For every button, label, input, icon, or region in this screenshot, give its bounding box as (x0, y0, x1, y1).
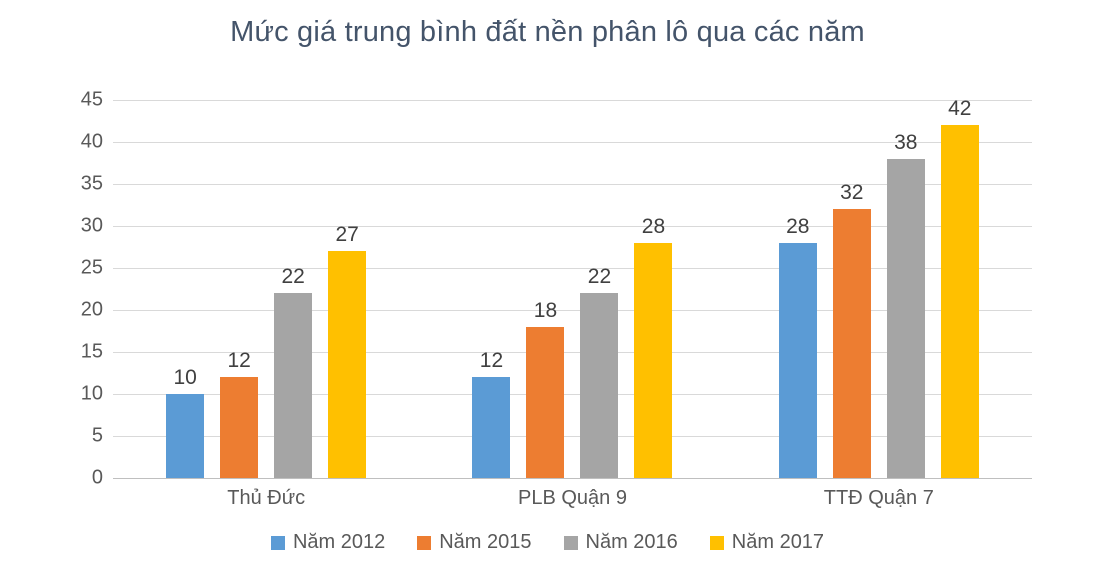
bar-value-label: 32 (840, 181, 864, 205)
bar: 22 (580, 265, 619, 478)
gridline (113, 394, 1032, 395)
legend-label: Năm 2015 (439, 531, 532, 553)
bar-value-label: 27 (335, 223, 359, 247)
legend-swatch (563, 535, 578, 550)
legend-item: Năm 2015 (417, 531, 532, 554)
bar: 27 (328, 223, 367, 478)
bar: 18 (526, 299, 565, 478)
bar: 28 (778, 215, 817, 478)
y-tick-label: 15 (80, 340, 103, 363)
y-tick-label: 0 (91, 466, 103, 489)
gridline (113, 142, 1032, 143)
y-tick-label: 35 (80, 172, 103, 195)
legend-label: Năm 2012 (292, 531, 386, 553)
legend-item: Năm 2016 (563, 531, 678, 554)
y-tick-label: 25 (80, 256, 103, 279)
y-tick-label: 20 (80, 298, 103, 321)
x-category-label: TTĐ Quận 7 (823, 487, 934, 509)
bar-group: 10 12 22 27 (113, 100, 419, 478)
bar-value-label: 10 (173, 366, 197, 389)
bar: 12 (220, 349, 259, 478)
legend-swatch (270, 535, 285, 550)
bar-group: 28 32 38 42 (726, 97, 1032, 478)
bar: 22 (274, 265, 313, 478)
bar-value-label: 28 (641, 214, 666, 238)
gridline (113, 100, 1032, 101)
gridline (113, 226, 1032, 227)
bar-value-label: 22 (281, 265, 305, 289)
gridline (113, 352, 1032, 353)
bar-group: 12 18 22 28 (419, 100, 725, 478)
x-axis-line (113, 478, 1032, 479)
bar-value-label: 12 (227, 349, 251, 373)
bar-value-label: 22 (587, 265, 612, 289)
bar-value-label: 42 (948, 97, 972, 121)
bar: 12 (472, 349, 511, 478)
legend-label: Năm 2016 (585, 531, 678, 553)
bar: 10 (166, 366, 205, 478)
y-tick-label: 40 (80, 130, 103, 153)
legend: Năm 2012 Năm 2015 Năm 2016 Năm 2017 (0, 531, 1095, 554)
chart-title: Mức giá trung bình đất nền phân lô qua c… (230, 16, 865, 48)
y-tick-label: 30 (80, 214, 103, 237)
bar-value-label: 12 (479, 349, 504, 373)
legend-item: Năm 2012 (270, 531, 386, 554)
x-category-label: Thủ Đức (227, 487, 306, 509)
gridline (113, 310, 1032, 311)
plot-area: 10 12 22 27 12 18 22 28 28 32 38 42 (113, 97, 1032, 479)
legend-item: Năm 2017 (709, 531, 825, 554)
gridline (113, 436, 1032, 437)
bar-value-label: 38 (894, 130, 918, 154)
bar-value-label: 18 (533, 298, 558, 322)
y-tick-label: 10 (80, 382, 103, 405)
bar: 28 (634, 215, 673, 478)
y-tick-label: 45 (80, 88, 103, 111)
gridline (113, 184, 1032, 185)
y-axis: 0 5 10 15 20 25 30 35 40 45 (0, 89, 103, 489)
gridline (113, 268, 1032, 269)
bar: 38 (886, 131, 925, 478)
x-axis-labels: Thủ Đức PLB Quận 9 TTĐ Quận 7 (113, 487, 1032, 513)
bar: 42 (940, 97, 979, 478)
legend-label: Năm 2017 (731, 531, 825, 553)
y-tick-label: 5 (91, 424, 103, 447)
x-category-label: PLB Quận 9 (518, 487, 627, 509)
bar: 32 (832, 181, 871, 478)
legend-swatch (709, 535, 724, 550)
legend-swatch (417, 535, 432, 550)
bar-value-label: 28 (786, 214, 810, 238)
